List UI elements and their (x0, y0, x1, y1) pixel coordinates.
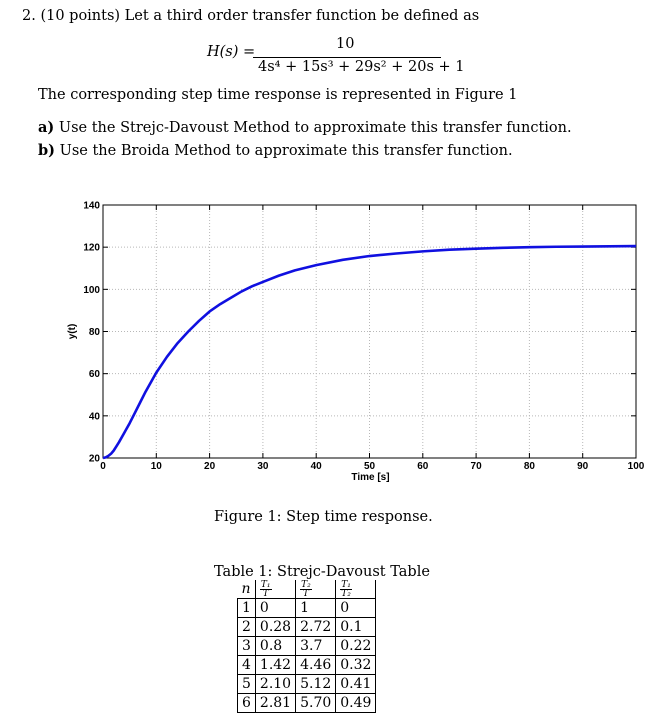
header-col3: T₁ T₂ (335, 579, 377, 599)
header-col3-num: T₁ (340, 579, 352, 590)
part-a-text: Use the Strejc-Davoust Method to approxi… (58, 120, 572, 136)
x-tick-label: 0 (100, 461, 106, 472)
table-cell: 0 (254, 598, 296, 618)
strejc-davoust-table: n T₁ T T₂ T T₁ T₂ 1 0 1 0 2 0.28 2.72 0.1 3 0.8 3.7 0.… (237, 579, 377, 713)
header-col1-den: T (262, 588, 269, 599)
y-tick-label: 20 (89, 454, 101, 465)
y-tick-label: 80 (89, 327, 101, 338)
y-tick-label: 140 (83, 201, 100, 212)
table-cell: 3.7 (295, 636, 336, 656)
step-response-chart: 0 10 20 30 40 50 60 70 80 90 10020406080100120140 … (67, 201, 645, 484)
table-cell: 0.32 (335, 655, 377, 675)
table-row: 4 1.42 4.46 0.32 (237, 655, 377, 675)
table-header-row: n T₁ T T₂ T T₁ T₂ (238, 579, 377, 599)
series-line (102, 244, 637, 460)
part-b-label: b) (38, 142, 55, 159)
y-tick-label: 40 (89, 411, 101, 422)
part-b-text: Use the Broida Method to approximate thi… (59, 143, 513, 159)
part-a: a) Use the Strejc-Davoust Method to appr… (38, 119, 572, 136)
header-col1-num: T₁ (259, 579, 272, 590)
equation-numerator: 10 (336, 36, 355, 52)
x-axis-label: Time [s] (351, 472, 389, 483)
x-tick-label: 60 (417, 461, 429, 472)
table-cell: 0.8 (254, 636, 296, 656)
table-cell: 0 (335, 598, 377, 618)
header-col2: T₂ T (295, 579, 336, 599)
fraction-bar (253, 57, 441, 58)
y-tick-label: 60 (89, 369, 101, 380)
figure-caption: Figure 1: Step time response. (214, 509, 433, 525)
table-cell: 4 (237, 655, 256, 675)
x-tick-label: 40 (311, 461, 323, 472)
header-n: n (241, 581, 251, 597)
table-cell: 0.1 (335, 617, 377, 637)
chart-grid (103, 205, 636, 458)
header-col2-num: T₂ (300, 579, 312, 590)
y-tick-label: 120 (83, 243, 100, 254)
x-tick-label: 30 (257, 461, 269, 472)
table-cell: 0.41 (335, 674, 377, 694)
x-tick-label: 50 (364, 461, 376, 472)
part-a-label: a) (38, 119, 55, 136)
x-tick-label: 20 (204, 461, 216, 472)
table-cell: 2.10 (254, 674, 296, 694)
table-cell: 5.12 (295, 674, 336, 694)
x-tick-label: 10 (151, 461, 163, 472)
part-b: b) Use the Broida Method to approximate … (38, 142, 513, 159)
table-cell: 2 (237, 617, 256, 637)
table-cell: 0.22 (335, 636, 377, 656)
table-cell: 0.49 (335, 693, 377, 713)
table-cell: 3 (237, 636, 256, 656)
x-tick-label: 90 (577, 461, 589, 472)
y-tick-label: 100 (83, 285, 100, 296)
table-cell: 1.42 (254, 655, 296, 675)
problem-header: 2. (10 points) Let a third order transfe… (22, 8, 480, 24)
header-col3-den: T₂ (341, 588, 351, 599)
table-caption: Table 1: Strejc-Davoust Table (214, 564, 430, 580)
table-cell: 5 (237, 674, 256, 694)
x-tick-label: 70 (471, 461, 483, 472)
table-cell: 2.81 (254, 693, 296, 713)
chart-ticks: 0 10 20 30 40 50 60 70 80 90 100 20 40 60 80 100 120 140 (83, 201, 644, 473)
table-cell: 5.70 (295, 693, 336, 713)
table-row: 6 2.81 5.70 0.49 (237, 693, 377, 713)
table-row: 3 0.8 3.7 0.22 (237, 636, 377, 656)
y-axis-label: y(t) (67, 324, 78, 340)
table-row: 2 0.28 2.72 0.1 (237, 617, 377, 637)
table-cell: 1 (295, 598, 336, 618)
equation-denominator: 4s⁴ + 15s³ + 29s² + 20s + 1 (258, 59, 465, 75)
header-col1: T₁ T (254, 579, 296, 599)
table-cell: 2.72 (295, 617, 336, 637)
table-cell: 6 (237, 693, 256, 713)
response-text: The corresponding step time response is … (38, 87, 518, 103)
table-cell: 1 (237, 598, 256, 618)
x-tick-label: 100 (628, 461, 645, 472)
table-cell: 0.28 (254, 617, 296, 637)
equation-lhs: H(s) = (207, 44, 256, 60)
x-tick-label: 80 (524, 461, 536, 472)
table-cell: 4.46 (295, 655, 336, 675)
table-row: 5 2.10 5.12 0.41 (237, 674, 377, 694)
header-col2-den: T (302, 588, 309, 599)
